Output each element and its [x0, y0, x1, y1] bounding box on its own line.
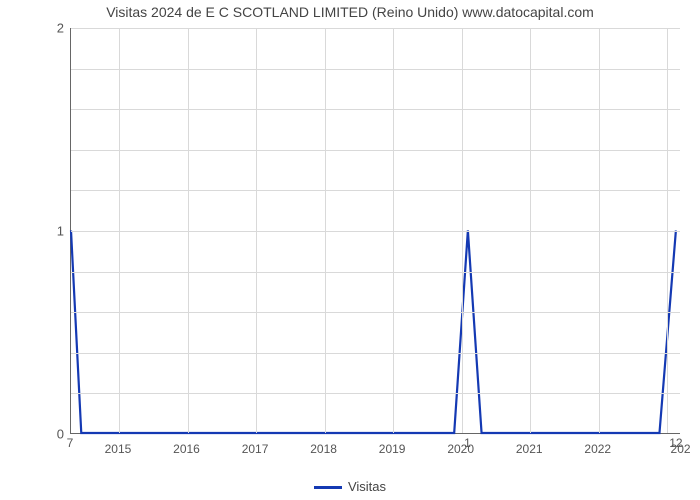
data-point-label: 12 [669, 436, 682, 450]
data-point-label: 7 [67, 436, 74, 450]
gridline-horizontal [71, 312, 680, 313]
gridline-horizontal [71, 190, 680, 191]
gridline-horizontal [71, 272, 680, 273]
gridline-horizontal [71, 28, 680, 29]
gridline-horizontal [71, 69, 680, 70]
x-axis-tick-label: 2015 [105, 442, 132, 456]
data-line [71, 231, 676, 434]
legend-label: Visitas [348, 479, 386, 494]
legend-swatch [314, 486, 342, 489]
data-point-label: 1 [464, 436, 471, 450]
x-axis-tick-label: 2021 [516, 442, 543, 456]
gridline-horizontal [71, 353, 680, 354]
x-axis-tick-label: 2018 [310, 442, 337, 456]
gridline-horizontal [71, 393, 680, 394]
y-axis-tick-label: 1 [57, 224, 64, 239]
x-axis-tick-label: 2017 [242, 442, 269, 456]
x-axis-tick-label: 2016 [173, 442, 200, 456]
x-axis-tick-label: 2022 [584, 442, 611, 456]
y-axis-tick-label: 0 [57, 427, 64, 442]
x-axis-tick-label: 2019 [379, 442, 406, 456]
chart-title: Visitas 2024 de E C SCOTLAND LIMITED (Re… [0, 4, 700, 20]
y-axis-tick-label: 2 [57, 21, 64, 36]
gridline-horizontal [71, 109, 680, 110]
legend: Visitas [0, 479, 700, 494]
gridline-horizontal [71, 150, 680, 151]
gridline-horizontal [71, 231, 680, 232]
plot-area [70, 28, 680, 434]
